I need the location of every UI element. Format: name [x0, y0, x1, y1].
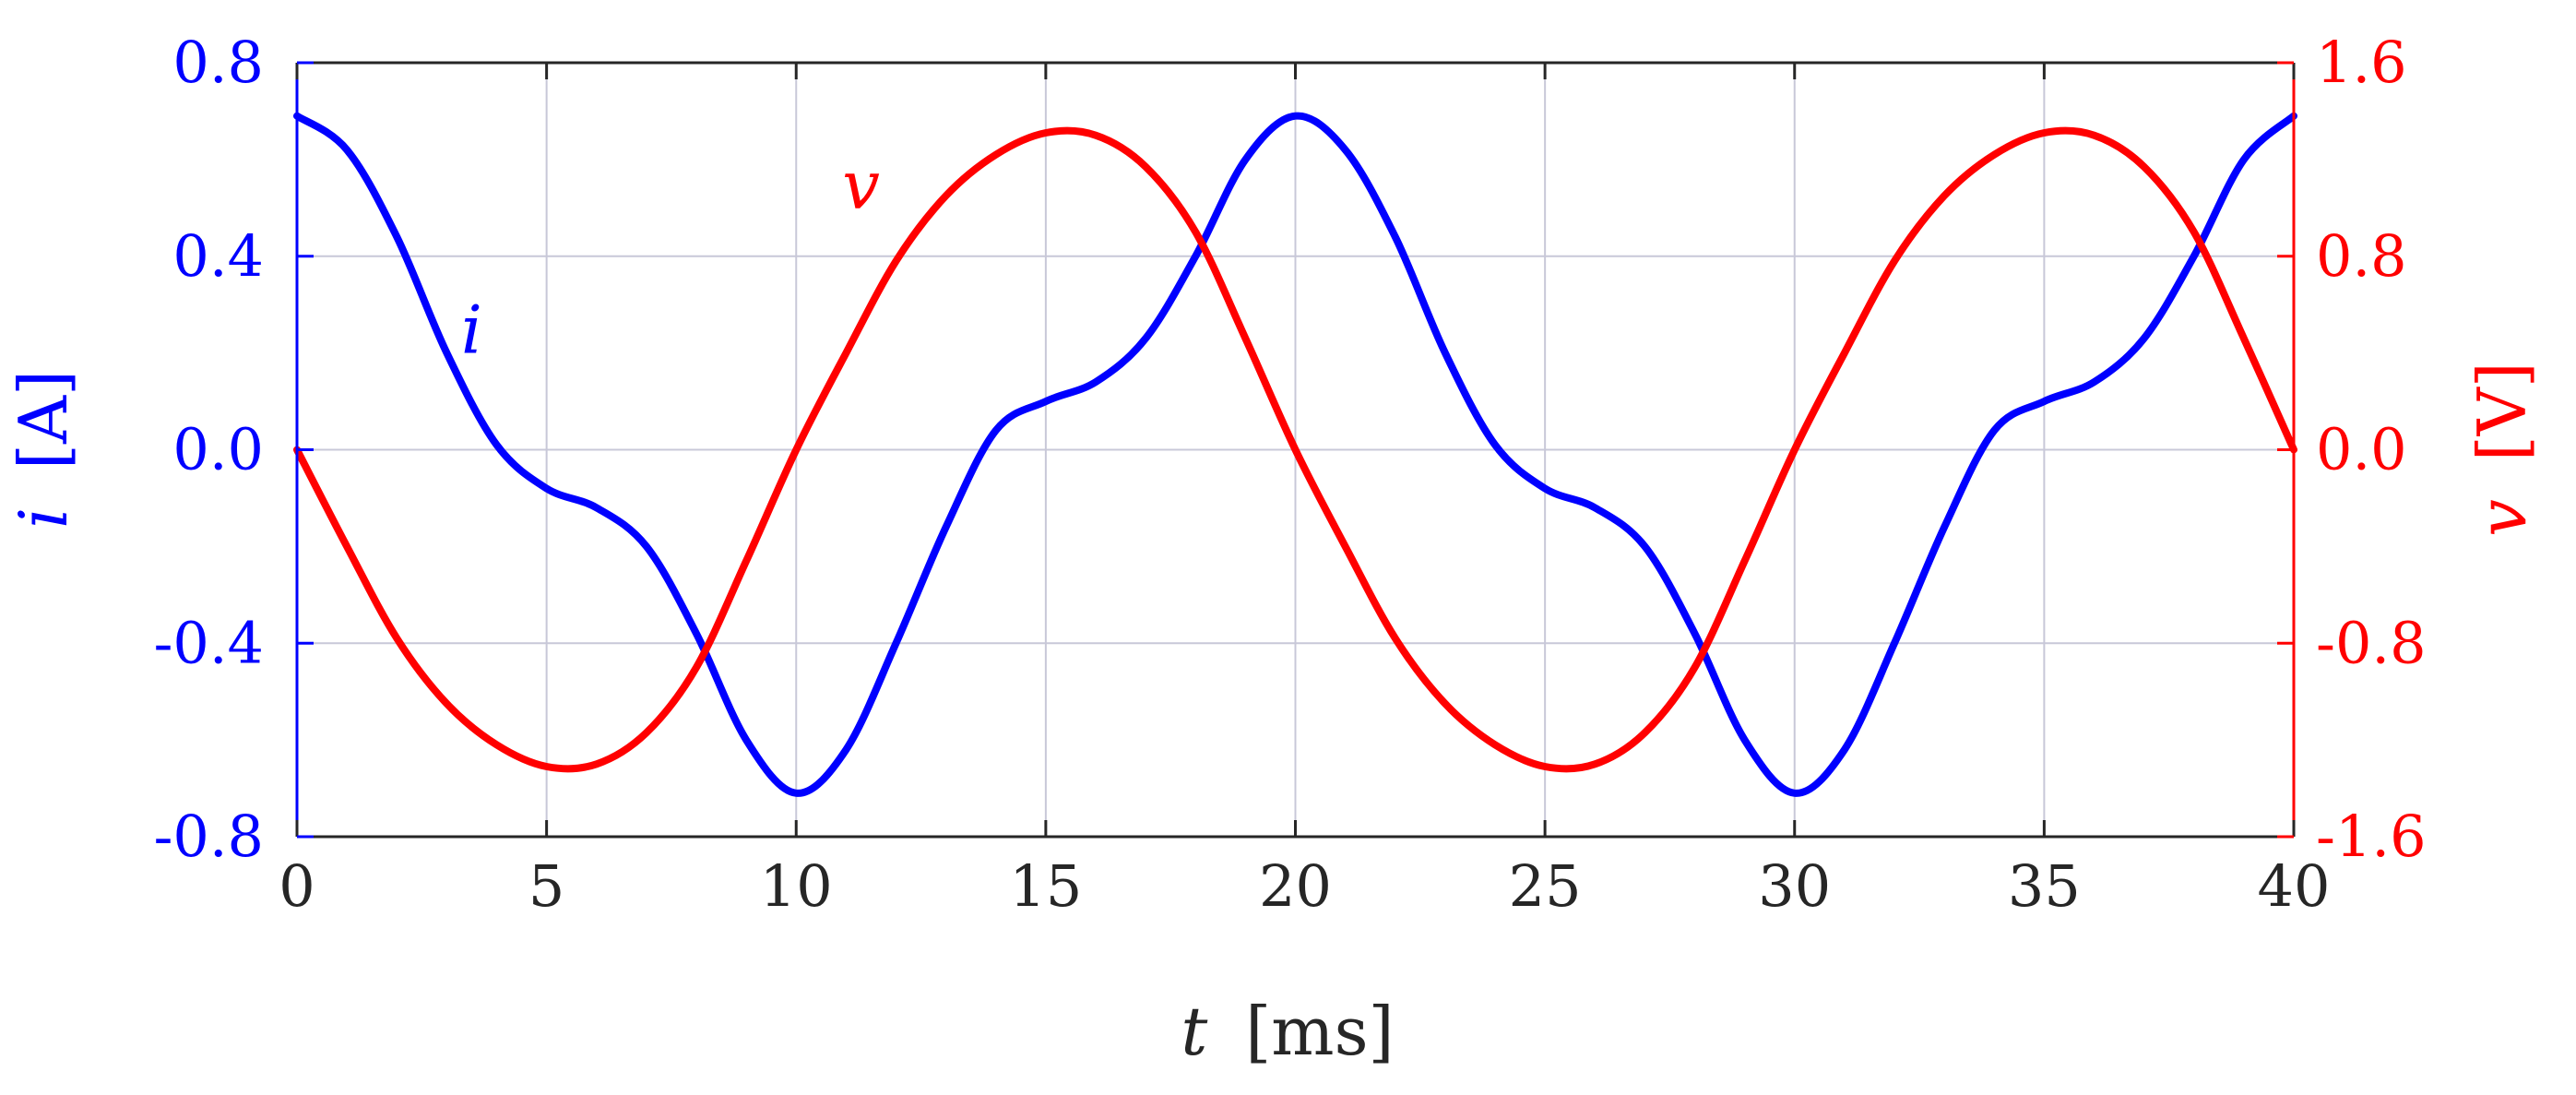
y-left-tick-label: -0.4	[153, 609, 264, 676]
series-group	[293, 112, 2297, 797]
series-line-i	[293, 112, 2297, 797]
y-right-tick-label: -0.8	[2316, 609, 2427, 676]
y-axis-right-label: v [V]	[2463, 362, 2541, 537]
x-axis-label: t [ms]	[1181, 993, 1394, 1070]
annotation-i: i	[461, 292, 482, 369]
x-tick-label: 10	[760, 852, 833, 920]
y-right-tick-label: 0.0	[2316, 416, 2407, 483]
y-right-tick-label: 0.8	[2316, 222, 2407, 290]
annotation-v: v	[842, 146, 880, 223]
y-left-tick-label: 0.0	[172, 416, 264, 483]
y-right-tick-label: -1.6	[2316, 803, 2427, 870]
annotation-group: iv	[461, 146, 880, 368]
x-tick-label: 0	[279, 852, 315, 920]
y-right-tick-label: 1.6	[2316, 29, 2407, 96]
y-left-tick-label: 0.4	[172, 222, 264, 290]
tick-group: 0 5 10 15 20 25 30 35 40 -0.8 -0.4 0.0 0.4 0.8 -1.6 -0.…	[153, 29, 2426, 920]
series-line-v	[293, 126, 2297, 773]
x-tick-label: 15	[1009, 852, 1082, 920]
y-left-tick-label: -0.8	[153, 803, 264, 870]
x-tick-label: 35	[2008, 852, 2081, 920]
y-axis-left-label: i [A]	[5, 370, 82, 529]
x-tick-label: 5	[528, 852, 564, 920]
x-tick-label: 40	[2258, 852, 2331, 920]
x-tick-label: 30	[1758, 852, 1831, 920]
y-left-tick-label: 0.8	[172, 29, 264, 96]
x-tick-label: 20	[1259, 852, 1332, 920]
x-tick-label: 25	[1509, 852, 1582, 920]
